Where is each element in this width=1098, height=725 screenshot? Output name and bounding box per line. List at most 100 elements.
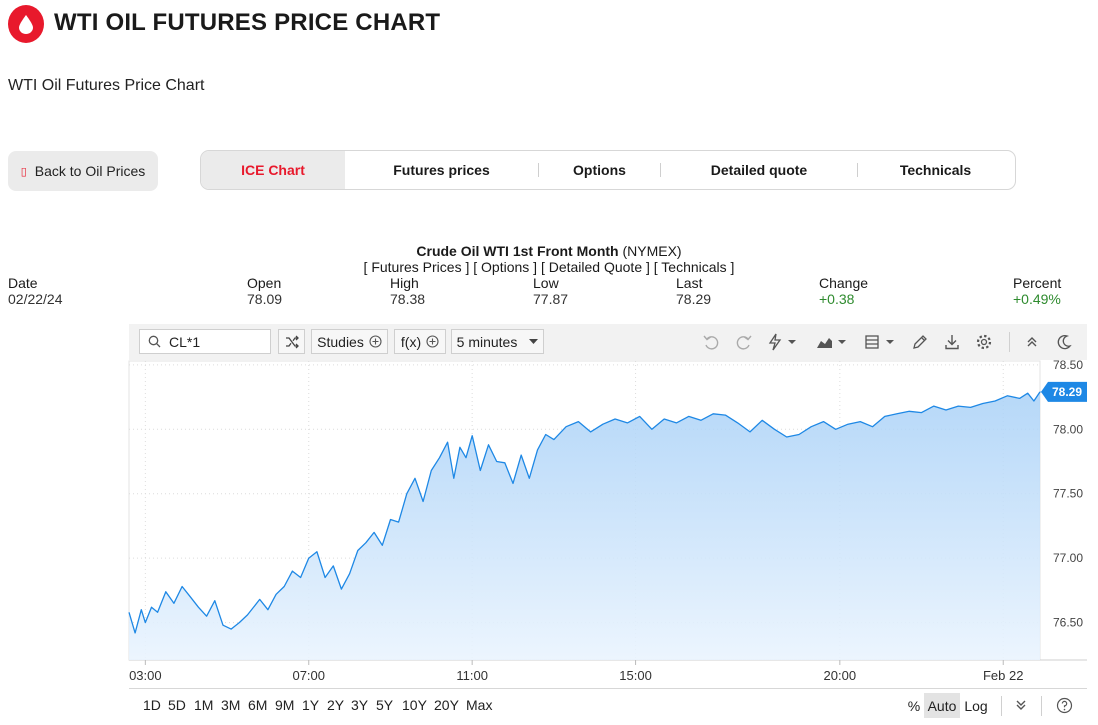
stat-high: High 78.38 (390, 275, 425, 307)
draw-pencil-icon[interactable] (909, 331, 931, 353)
undo-icon[interactable] (700, 331, 722, 353)
events-menu-icon[interactable] (765, 331, 799, 353)
stat-label: Change (819, 275, 869, 291)
period-3m[interactable]: 3M (221, 697, 241, 713)
interval-select[interactable]: 5 minutes (451, 329, 544, 354)
tab-separator (857, 163, 858, 177)
y-tick-label: 77.50 (1053, 487, 1083, 501)
period-6m[interactable]: 6M (248, 697, 268, 713)
oil-drop-logo-icon (8, 5, 44, 43)
templates-menu-icon[interactable] (863, 331, 897, 353)
collapse-up-icon[interactable] (1021, 331, 1043, 353)
stat-label: High (390, 275, 419, 291)
log-scale-button[interactable]: Log (964, 697, 988, 714)
page-title: WTI OIL FUTURES PRICE CHART (54, 9, 441, 36)
bottom-separator (1041, 696, 1042, 716)
series-area (129, 391, 1040, 660)
stat-label: Last (676, 275, 703, 291)
back-button-label: Back to Oil Prices (34, 163, 146, 179)
back-to-oil-prices-button[interactable]: ▯ Back to Oil Prices (8, 151, 158, 191)
last-price-badge (1041, 381, 1087, 402)
period-10y[interactable]: 10Y (402, 697, 427, 713)
stat-value: 78.29 (676, 291, 712, 307)
tab-futures-prices[interactable]: Futures prices (393, 162, 490, 178)
x-tick-label: Feb 22 (983, 668, 1023, 683)
compare-button[interactable] (278, 329, 305, 354)
percent-scale-button[interactable]: % (907, 697, 921, 714)
x-tick-label: 07:00 (292, 668, 325, 683)
shuffle-icon (285, 335, 299, 348)
stat-last: Last 78.29 (676, 275, 711, 307)
series-line (128, 391, 1041, 634)
functions-button[interactable]: f(x) (394, 329, 446, 354)
help-icon[interactable] (1053, 694, 1075, 716)
tab-ice-chart[interactable]: ICE Chart (201, 151, 345, 189)
auto-scale-button[interactable]: Auto (924, 693, 960, 718)
stat-value: 02/22/24 (8, 291, 63, 307)
period-1y[interactable]: 1Y (302, 697, 320, 713)
plus-circle-icon (369, 335, 382, 348)
x-tick-label: 15:00 (619, 668, 652, 683)
chart-tabs: ICE Chart Futures prices Options Detaile… (200, 150, 1016, 190)
tab-detailed-quote[interactable]: Detailed quote (710, 162, 808, 178)
interval-value: 5 minutes (456, 333, 518, 350)
tab-technicals[interactable]: Technicals (899, 162, 972, 178)
stat-value: 78.09 (247, 291, 283, 307)
last-price-label: 78.29 (1052, 385, 1082, 399)
download-icon[interactable] (941, 331, 963, 353)
stat-label: Date (8, 275, 38, 291)
bottom-separator (1001, 696, 1002, 716)
stat-value: 78.38 (390, 291, 426, 307)
oil-drop-icon: ▯ (20, 165, 27, 178)
period-1m[interactable]: 1M (194, 697, 214, 713)
period-20y[interactable]: 20Y (434, 697, 459, 713)
stat-percent: Percent +0.49% (1013, 275, 1061, 307)
instrument-name: Crude Oil WTI 1st Front Month (416, 243, 619, 259)
stat-open: Open 78.09 (247, 275, 282, 307)
tab-separator (538, 163, 539, 177)
y-tick-label: 77.00 (1053, 551, 1083, 565)
y-tick-label: 76.50 (1053, 616, 1083, 630)
stat-label: Low (533, 275, 559, 291)
instrument-heading: Crude Oil WTI 1st Front Month (NYMEX) (0, 243, 1098, 259)
redo-icon[interactable] (733, 331, 755, 353)
stat-date: Date 02/22/24 (8, 275, 63, 307)
stat-value: +0.49% (1013, 291, 1061, 307)
bottom-divider (129, 688, 1087, 689)
period-5d[interactable]: 5D (168, 697, 186, 713)
caret-down-icon (529, 338, 539, 344)
symbol-search-input[interactable]: CL*1 (139, 329, 271, 354)
x-tick-label: 03:00 (129, 668, 162, 683)
period-5y[interactable]: 5Y (376, 697, 394, 713)
x-tick-label: 11:00 (456, 668, 488, 683)
x-tick-label: 20:00 (824, 668, 857, 683)
y-tick-label: 78.00 (1053, 422, 1083, 436)
symbol-value: CL*1 (169, 333, 201, 350)
stat-label: Percent (1013, 275, 1062, 291)
dark-mode-moon-icon[interactable] (1053, 331, 1075, 353)
stat-value: +0.38 (819, 291, 855, 307)
stat-label: Open (247, 275, 282, 291)
toolbar-separator (1009, 332, 1010, 352)
stat-low: Low 77.87 (533, 275, 568, 307)
collapse-down-icon[interactable] (1010, 694, 1032, 716)
chart-type-menu-icon[interactable] (815, 331, 849, 353)
tab-options[interactable]: Options (573, 162, 626, 178)
search-icon (148, 335, 161, 348)
period-1d[interactable]: 1D (143, 697, 161, 713)
tab-separator (660, 163, 661, 177)
period-3y[interactable]: 3Y (351, 697, 369, 713)
period-9m[interactable]: 9M (275, 697, 295, 713)
page-subtitle: WTI Oil Futures Price Chart (8, 77, 205, 94)
period-2y[interactable]: 2Y (327, 697, 345, 713)
instrument-links[interactable]: [ Futures Prices ] [ Options ] [ Detaile… (363, 259, 735, 275)
settings-gear-icon[interactable] (973, 331, 995, 353)
y-tick-label: 78.50 (1053, 358, 1083, 372)
drop-icon (19, 15, 33, 34)
studies-label: Studies (317, 333, 364, 350)
studies-button[interactable]: Studies (311, 329, 388, 354)
period-max[interactable]: Max (466, 697, 493, 713)
stat-value: 77.87 (533, 291, 569, 307)
stat-change: Change +0.38 (819, 275, 868, 307)
